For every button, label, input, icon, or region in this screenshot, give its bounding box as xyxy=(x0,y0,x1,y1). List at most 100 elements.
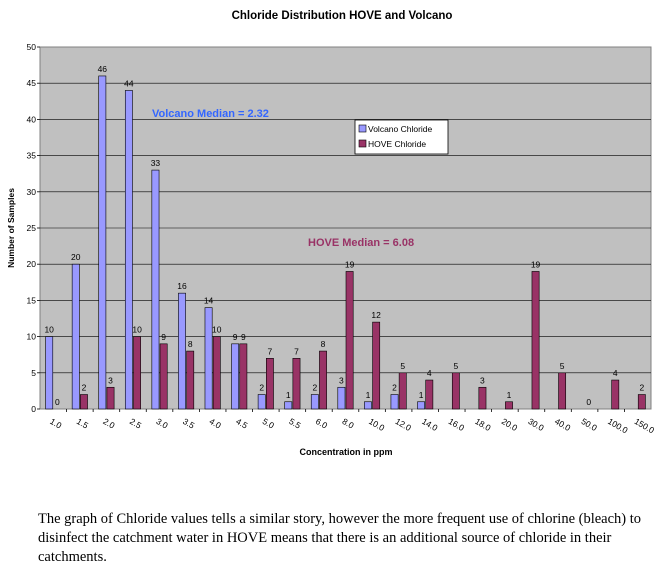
data-label-volcano: 9 xyxy=(233,332,238,342)
y-tick-label: 50 xyxy=(27,42,37,52)
bar-volcano xyxy=(151,169,160,410)
x-tick-label: 10.0 xyxy=(367,416,387,433)
bar-volcano xyxy=(204,307,213,410)
gridlines xyxy=(40,82,651,374)
bar-hove xyxy=(106,386,115,410)
x-tick-label: 100.0 xyxy=(606,416,630,435)
data-label-hove: 2 xyxy=(639,383,644,393)
data-label-volcano: 2 xyxy=(392,383,397,393)
bar-volcano xyxy=(337,386,346,410)
x-tick-label: 18.0 xyxy=(473,416,493,433)
bar-hove xyxy=(239,343,248,410)
bars xyxy=(45,75,646,410)
bar-volcano xyxy=(364,401,372,410)
data-label-hove: 9 xyxy=(241,332,246,342)
data-label-hove: 19 xyxy=(345,259,355,269)
bar-hove xyxy=(133,336,141,410)
x-axis-label: Concentration in ppm xyxy=(300,447,393,457)
bar-hove xyxy=(505,401,513,410)
hove-median-annotation: HOVE Median = 6.08 xyxy=(308,237,414,249)
x-tick-label: 4.0 xyxy=(208,416,223,431)
data-label-volcano: 2 xyxy=(259,383,264,393)
data-label-volcano: 46 xyxy=(98,64,108,74)
bar-hove xyxy=(212,336,221,410)
data-label-hove: 8 xyxy=(321,339,326,349)
chloride-chart: Chloride Distribution HOVE and Volcano 0… xyxy=(6,10,657,457)
data-label-volcano: 20 xyxy=(71,252,81,262)
data-label-hove: 10 xyxy=(132,325,142,335)
data-label-volcano: 1 xyxy=(419,390,424,400)
bar-hove xyxy=(80,394,88,410)
bar-hove xyxy=(292,358,301,410)
data-label-hove: 3 xyxy=(480,375,485,385)
bar-hove xyxy=(266,358,274,410)
bar-volcano xyxy=(231,343,240,410)
bar-hove xyxy=(637,394,646,410)
x-tick-label: 1.0 xyxy=(48,416,63,431)
x-tick-label: 3.5 xyxy=(181,416,196,431)
data-label-hove: 10 xyxy=(212,325,222,335)
bar-hove xyxy=(186,350,195,410)
x-tick-label: 3.0 xyxy=(155,416,170,431)
x-tick-label: 16.0 xyxy=(447,416,467,433)
y-tick-label: 20 xyxy=(27,259,37,269)
data-label-hove: 7 xyxy=(294,346,299,356)
bar-hove xyxy=(159,343,168,410)
x-tick-label: 30.0 xyxy=(526,416,546,433)
x-tick-label: 12.0 xyxy=(394,416,414,433)
y-tick-label: 10 xyxy=(27,332,37,342)
bar-volcano xyxy=(98,75,107,410)
bar-volcano xyxy=(71,263,80,410)
x-tick-label: 50.0 xyxy=(580,416,600,433)
legend-box xyxy=(354,119,449,155)
x-tick-label: 40.0 xyxy=(553,416,573,433)
data-label-volcano: 33 xyxy=(151,158,161,168)
data-label-hove: 9 xyxy=(161,332,166,342)
bar-volcano xyxy=(310,394,319,410)
bar-volcano xyxy=(257,394,266,410)
bar-volcano xyxy=(284,401,293,410)
y-tick-label: 40 xyxy=(27,114,37,124)
x-tick-label: 5.5 xyxy=(287,416,302,431)
x-tick-label: 6.0 xyxy=(314,416,329,431)
bar-hove xyxy=(425,379,434,410)
legend-swatch-volcano xyxy=(358,124,367,133)
data-label-hove: 4 xyxy=(427,368,432,378)
bar-volcano xyxy=(390,394,399,410)
bar-hove xyxy=(319,350,327,410)
y-tick-label: 45 xyxy=(27,78,37,88)
data-label-volcano: 10 xyxy=(44,325,54,335)
bar-hove xyxy=(611,379,620,410)
x-tick-label: 4.5 xyxy=(234,416,249,431)
legend-swatch-hove xyxy=(358,139,367,148)
x-tick-label: 14.0 xyxy=(420,416,440,433)
bar-hove xyxy=(531,271,540,410)
y-tick-label: 0 xyxy=(31,404,36,414)
y-axis-label: Number of Samples xyxy=(6,188,16,268)
bar-volcano xyxy=(178,292,186,410)
bar-hove xyxy=(478,386,487,410)
bar-hove xyxy=(398,372,407,410)
data-label-hove: 19 xyxy=(531,259,541,269)
data-label-hove: 2 xyxy=(82,383,87,393)
data-label-volcano: 1 xyxy=(366,390,371,400)
data-label-hove: 12 xyxy=(371,310,381,320)
x-tick-label: 1.5 xyxy=(75,416,90,431)
bar-hove xyxy=(372,321,381,410)
bar-hove xyxy=(451,372,460,410)
data-label-hove: 0 xyxy=(55,397,60,407)
y-tick-label: 5 xyxy=(31,368,36,378)
volcano-median-annotation: Volcano Median = 2.32 xyxy=(152,108,269,120)
x-tick-label: 8.0 xyxy=(341,416,356,431)
data-label-hove: 8 xyxy=(188,339,193,349)
legend-label-hove: HOVE Chloride xyxy=(368,139,426,149)
data-label-volcano: 2 xyxy=(312,383,317,393)
data-label-volcano: 44 xyxy=(124,78,134,88)
x-tick-label: 150.0 xyxy=(633,416,657,435)
x-tick-label: 20.0 xyxy=(500,416,520,433)
data-label-volcano: 3 xyxy=(339,375,344,385)
data-label-hove: 4 xyxy=(613,368,618,378)
y-tick-label: 15 xyxy=(27,295,37,305)
bar-hove xyxy=(558,372,567,410)
